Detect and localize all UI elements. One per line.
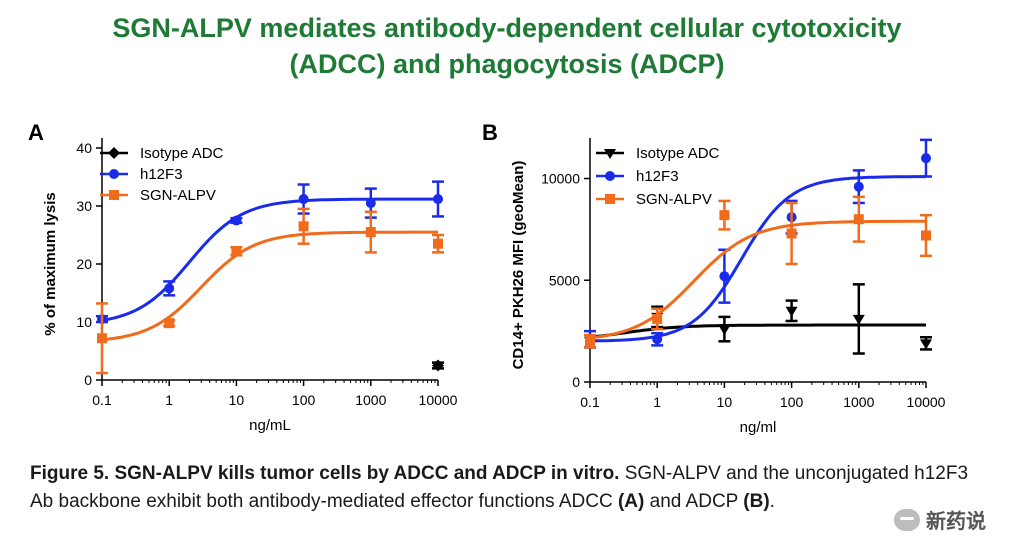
fit-curve — [589, 219, 926, 340]
y-tick-label: 0 — [572, 374, 580, 390]
legend-label: Isotype ADC — [636, 145, 720, 162]
caption-heading: Figure 5. SGN-ALPV kills tumor cells by … — [30, 463, 620, 484]
x-tick-label: 10 — [717, 394, 733, 410]
y-axis-label: % of maximum lysis — [42, 192, 59, 335]
data-point — [853, 181, 864, 192]
x-axis-label: ng/mL — [249, 417, 291, 434]
data-point — [365, 227, 376, 238]
watermark-text: 新药说 — [926, 511, 986, 533]
data-point — [852, 314, 865, 325]
data-point — [719, 271, 730, 282]
data-point — [433, 238, 443, 249]
caption-text-1: SGN-ALPV and the unconjugated h12F3 Ab b… — [30, 463, 969, 512]
figure-title-line-2: (ADCC) and phagocytosis (ADCP) — [289, 49, 725, 79]
x-tick-label: 1 — [653, 394, 661, 410]
series-sgn-alpv — [584, 195, 932, 349]
data-point — [298, 194, 309, 205]
series-isotype-adc — [432, 359, 444, 372]
x-tick-label: 100 — [780, 394, 804, 410]
legend-entry: h12F3 — [100, 166, 183, 183]
legend-marker — [605, 194, 615, 204]
panel-letter: A — [28, 120, 44, 145]
y-tick-label: 5000 — [549, 272, 580, 288]
data-point — [718, 325, 731, 336]
y-tick-label: 20 — [76, 256, 92, 272]
caption-text-3: . — [769, 491, 775, 512]
x-tick-label: 1000 — [355, 392, 386, 408]
chart-panel-a: A 0 10 20 30 40 0.1 1 10 100 1000 10000 ng/mL % of ma… — [28, 120, 458, 434]
legend-label: Isotype ADC — [140, 145, 224, 162]
data-point — [97, 333, 107, 344]
chart-panel-b: B 0 5000 10000 0.1 1 10 100 1000 10000 ng/ml CD14+ … — [482, 120, 946, 436]
x-axis-label: ng/ml — [740, 419, 777, 436]
legend-marker — [109, 190, 119, 200]
x-tick-label: 0.1 — [92, 392, 112, 408]
series-sgn-alpv — [96, 207, 444, 375]
data-point — [432, 359, 444, 372]
x-tick-label: 1 — [165, 392, 173, 408]
y-tick-label: 30 — [76, 198, 92, 214]
data-point — [164, 318, 175, 329]
data-point — [920, 339, 932, 350]
data-point — [785, 306, 798, 317]
legend-marker — [604, 149, 616, 159]
legend-label: SGN-ALPV — [140, 187, 216, 204]
watermark: 新药说 — [888, 503, 992, 536]
data-point — [652, 313, 663, 324]
data-point — [231, 246, 242, 257]
legend-entry: h12F3 — [596, 168, 679, 185]
data-point — [719, 210, 730, 221]
figure-caption: Figure 5. SGN-ALPV kills tumor cells by … — [30, 460, 990, 516]
caption-panel-b: (B) — [743, 491, 770, 512]
figure-title-line-1: SGN-ALPV mediates antibody-dependent cel… — [112, 13, 902, 43]
data-point — [365, 198, 376, 209]
y-tick-label: 10 — [76, 314, 92, 330]
data-point — [298, 221, 309, 232]
x-tick-label: 1000 — [843, 394, 874, 410]
y-tick-label: 0 — [84, 372, 92, 388]
legend-marker — [605, 171, 615, 181]
legend-entry: SGN-ALPV — [100, 187, 216, 204]
x-tick-label: 10000 — [907, 394, 946, 410]
legend-entry: Isotype ADC — [100, 145, 224, 162]
legend-label: h12F3 — [636, 168, 679, 185]
data-point — [853, 214, 864, 225]
fit-curve — [101, 230, 438, 342]
data-point — [585, 336, 595, 347]
data-point — [921, 153, 931, 164]
legend-label: h12F3 — [140, 166, 183, 183]
caption-panel-a: (A) — [617, 491, 645, 512]
x-tick-label: 10 — [229, 392, 245, 408]
figure-title: SGN-ALPV mediates antibody-dependent cel… — [0, 10, 1014, 82]
legend-entry: Isotype ADC — [596, 145, 720, 162]
data-point — [786, 228, 797, 239]
y-axis-label: CD14+ PKH26 MFI (geoMean) — [510, 161, 527, 370]
data-point — [164, 283, 175, 294]
legend-entry: SGN-ALPV — [596, 191, 712, 208]
legend-marker — [109, 169, 119, 179]
y-tick-label: 10000 — [541, 171, 580, 187]
legend-marker — [108, 147, 120, 159]
data-point — [231, 215, 242, 226]
x-tick-label: 0.1 — [580, 394, 600, 410]
data-point — [921, 230, 931, 241]
x-tick-label: 10000 — [419, 392, 458, 408]
fit-curve — [589, 323, 926, 339]
data-point — [652, 334, 663, 345]
x-tick-label: 100 — [292, 392, 316, 408]
legend-label: SGN-ALPV — [636, 191, 712, 208]
y-tick-label: 40 — [76, 140, 92, 156]
caption-text-2: and ADCP — [644, 491, 744, 512]
fit-curve — [101, 197, 438, 322]
series-isotype-adc — [584, 283, 932, 355]
wechat-icon — [894, 508, 920, 531]
data-point — [433, 194, 443, 205]
panel-letter: B — [482, 120, 498, 145]
